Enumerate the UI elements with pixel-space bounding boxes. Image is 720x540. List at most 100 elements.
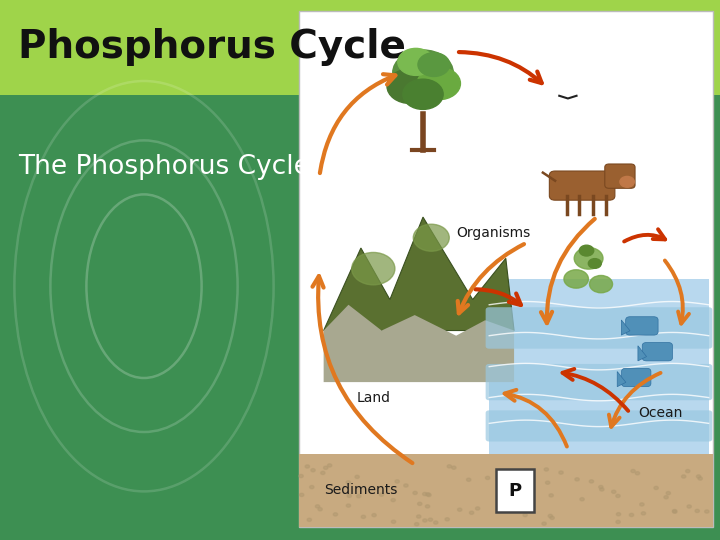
- Circle shape: [428, 518, 433, 521]
- FancyBboxPatch shape: [485, 410, 712, 442]
- Circle shape: [589, 480, 593, 483]
- FancyBboxPatch shape: [626, 317, 658, 335]
- Circle shape: [575, 247, 603, 269]
- Circle shape: [672, 510, 677, 514]
- Circle shape: [417, 515, 421, 518]
- FancyBboxPatch shape: [642, 342, 672, 361]
- Circle shape: [469, 511, 474, 515]
- Circle shape: [616, 494, 620, 497]
- FancyBboxPatch shape: [605, 164, 635, 188]
- Circle shape: [423, 519, 427, 522]
- Circle shape: [546, 481, 550, 484]
- Circle shape: [361, 515, 366, 518]
- Circle shape: [433, 521, 438, 524]
- Circle shape: [485, 476, 490, 480]
- Circle shape: [503, 507, 507, 510]
- Text: Land: Land: [357, 390, 391, 404]
- Circle shape: [423, 492, 427, 496]
- Circle shape: [351, 253, 395, 285]
- Circle shape: [311, 469, 315, 472]
- Circle shape: [355, 475, 359, 478]
- Circle shape: [695, 509, 699, 512]
- Circle shape: [346, 481, 351, 484]
- FancyBboxPatch shape: [485, 307, 712, 349]
- Circle shape: [447, 465, 451, 468]
- Circle shape: [616, 521, 620, 524]
- Circle shape: [323, 466, 328, 469]
- Circle shape: [631, 469, 635, 472]
- Circle shape: [397, 49, 433, 76]
- Circle shape: [347, 494, 351, 497]
- Circle shape: [590, 275, 613, 293]
- Circle shape: [426, 492, 430, 496]
- Circle shape: [417, 68, 461, 100]
- FancyBboxPatch shape: [485, 364, 712, 400]
- Text: P: P: [508, 482, 521, 500]
- Circle shape: [467, 478, 471, 481]
- Circle shape: [413, 224, 449, 251]
- Circle shape: [379, 493, 384, 496]
- Circle shape: [318, 508, 323, 511]
- Circle shape: [372, 514, 377, 517]
- Circle shape: [511, 481, 516, 484]
- Polygon shape: [324, 217, 514, 330]
- Circle shape: [664, 496, 668, 499]
- Circle shape: [687, 505, 691, 508]
- Circle shape: [356, 495, 361, 498]
- Circle shape: [599, 485, 603, 489]
- Circle shape: [392, 50, 454, 96]
- Circle shape: [413, 491, 418, 495]
- FancyBboxPatch shape: [621, 368, 651, 387]
- Circle shape: [333, 513, 338, 516]
- Circle shape: [391, 498, 395, 502]
- Circle shape: [451, 466, 456, 469]
- Circle shape: [445, 518, 449, 521]
- Polygon shape: [324, 305, 514, 382]
- Circle shape: [310, 485, 314, 489]
- Circle shape: [513, 498, 518, 502]
- Circle shape: [696, 475, 701, 478]
- Text: Organisms: Organisms: [456, 226, 531, 240]
- Text: Sediments: Sediments: [324, 483, 397, 497]
- Circle shape: [392, 520, 396, 523]
- Polygon shape: [638, 346, 647, 361]
- Circle shape: [300, 493, 304, 496]
- Circle shape: [320, 471, 325, 475]
- Circle shape: [415, 523, 419, 526]
- Circle shape: [418, 502, 422, 505]
- Circle shape: [559, 471, 563, 474]
- Circle shape: [550, 516, 554, 519]
- Text: The Phosphorus Cycle: The Phosphorus Cycle: [18, 154, 310, 180]
- Circle shape: [616, 512, 621, 516]
- Circle shape: [346, 504, 351, 507]
- Circle shape: [698, 477, 703, 480]
- Circle shape: [600, 488, 604, 491]
- Circle shape: [523, 514, 527, 517]
- Circle shape: [564, 270, 588, 288]
- Circle shape: [682, 475, 686, 478]
- Circle shape: [685, 469, 690, 472]
- Circle shape: [328, 464, 332, 467]
- Circle shape: [395, 480, 400, 483]
- Circle shape: [635, 471, 639, 475]
- Circle shape: [705, 510, 709, 513]
- Polygon shape: [617, 372, 626, 387]
- Bar: [299, 454, 713, 526]
- Circle shape: [475, 507, 480, 510]
- Circle shape: [544, 468, 549, 471]
- FancyBboxPatch shape: [496, 469, 534, 512]
- Circle shape: [427, 494, 431, 497]
- Circle shape: [611, 490, 616, 494]
- Circle shape: [588, 259, 601, 268]
- Circle shape: [654, 487, 658, 490]
- Circle shape: [548, 514, 552, 517]
- Circle shape: [642, 512, 646, 515]
- Circle shape: [402, 79, 443, 110]
- Circle shape: [299, 475, 303, 478]
- Text: Ocean: Ocean: [638, 406, 683, 420]
- Circle shape: [542, 522, 546, 525]
- Circle shape: [575, 478, 579, 481]
- Circle shape: [457, 508, 462, 511]
- Circle shape: [629, 514, 634, 517]
- Circle shape: [549, 494, 553, 497]
